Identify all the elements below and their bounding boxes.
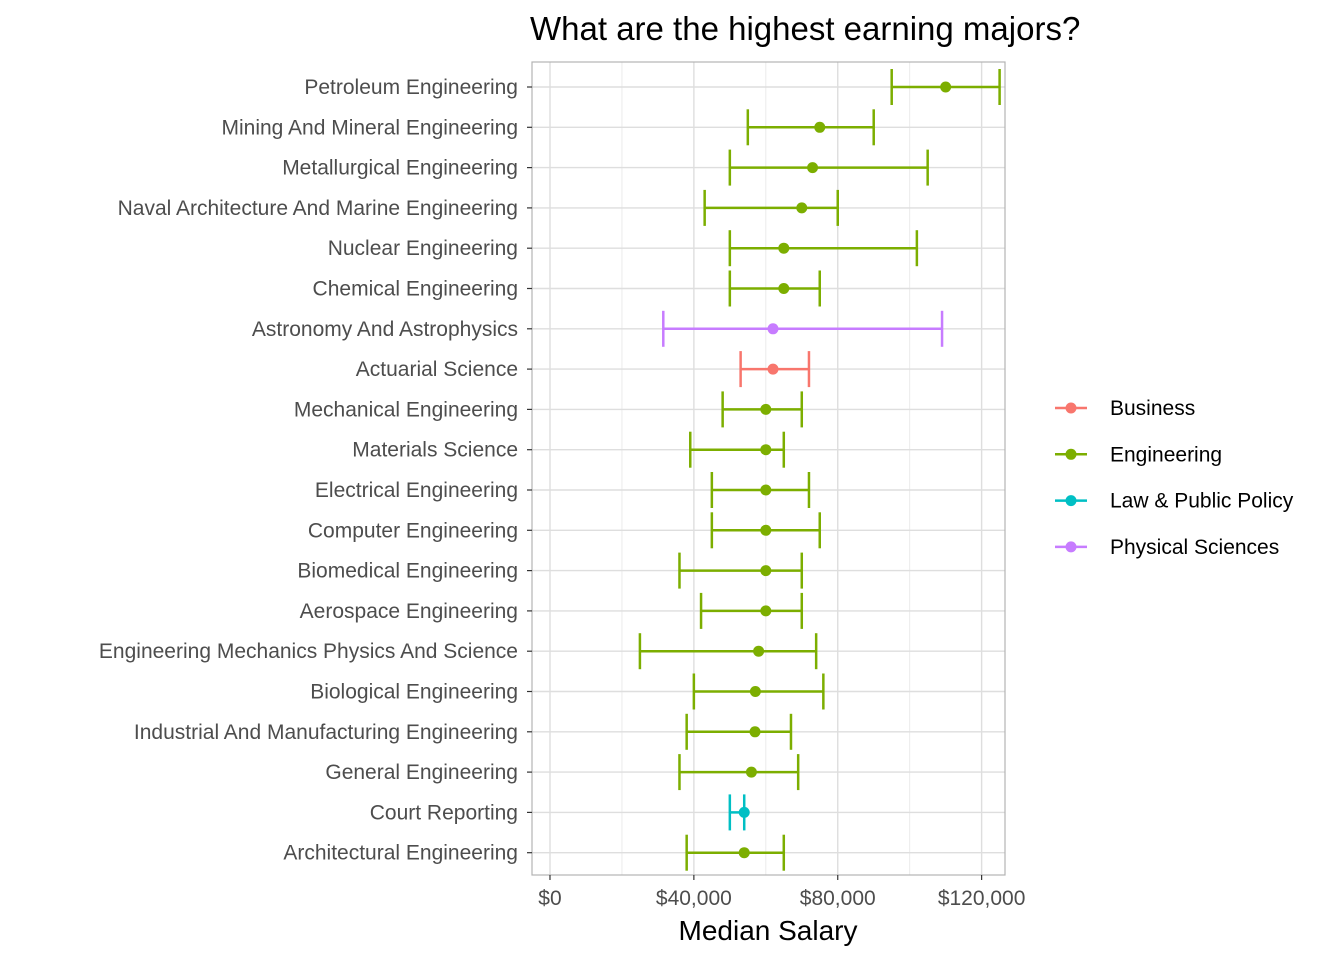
legend-key-point xyxy=(1065,402,1077,414)
median-point xyxy=(749,726,761,738)
median-point xyxy=(767,363,779,375)
errorbar-point xyxy=(678,754,800,791)
errorbar-point xyxy=(703,189,839,226)
y-tick-label: Mining And Mineral Engineering xyxy=(221,116,518,139)
y-tick-label: Mechanical Engineering xyxy=(294,398,518,421)
median-point xyxy=(738,806,750,818)
y-tick-label: Aerospace Engineering xyxy=(300,600,518,623)
x-tick-label: $0 xyxy=(538,887,561,910)
y-tick-label: Computer Engineering xyxy=(308,519,518,542)
errorbar-point xyxy=(710,512,822,549)
median-point xyxy=(749,686,761,697)
median-point xyxy=(940,81,952,93)
legend: Business Engineering Law & Public Policy Ph… xyxy=(1055,397,1294,559)
median-point xyxy=(760,403,772,415)
errorbar-point xyxy=(721,391,804,428)
errorbar-point xyxy=(890,69,1001,105)
y-axis-labels: Petroleum Engineering Mining And Mineral … xyxy=(99,76,532,865)
y-tick-label: Petroleum Engineering xyxy=(304,76,518,99)
median-point xyxy=(760,484,772,496)
y-tick-label: Astronomy And Astrophysics xyxy=(252,318,518,341)
y-tick-label: Metallurgical Engineering xyxy=(282,157,518,180)
y-tick-label: Biomedical Engineering xyxy=(297,560,518,583)
median-point xyxy=(814,121,826,133)
median-point xyxy=(778,242,790,254)
y-tick-label: Naval Architecture And Marine Engineerin… xyxy=(118,197,518,220)
median-point xyxy=(760,444,772,456)
errorbar-point xyxy=(728,270,822,307)
legend-key-point xyxy=(1065,495,1077,507)
median-point xyxy=(760,524,772,536)
legend-item: Law & Public Policy xyxy=(1055,490,1294,513)
legend-label: Engineering xyxy=(1110,443,1222,466)
x-tick-label: $40,000 xyxy=(656,887,732,910)
median-point xyxy=(745,766,757,778)
median-point xyxy=(760,605,772,617)
errorbar-point xyxy=(728,230,919,267)
median-point xyxy=(767,323,779,335)
x-axis-title: Median Salary xyxy=(679,915,858,946)
errorbar-point xyxy=(728,794,750,831)
plot-panel-border xyxy=(531,61,1006,876)
x-tick-label: $80,000 xyxy=(800,887,876,910)
legend-key-point xyxy=(1065,448,1077,460)
y-tick-label: Actuarial Science xyxy=(356,358,518,381)
legend-key-point xyxy=(1065,541,1077,553)
errorbar-point xyxy=(739,351,811,388)
y-tick-label: Materials Science xyxy=(352,439,518,462)
y-tick-label: Court Reporting xyxy=(370,801,518,824)
errorbar-point xyxy=(685,713,793,750)
errorbar-point xyxy=(689,431,786,468)
grid xyxy=(532,62,1005,875)
errorbar-point xyxy=(662,310,944,347)
errorbar-point xyxy=(699,592,804,629)
legend-item: Physical Sciences xyxy=(1055,536,1279,559)
x-axis: $0 $40,000 $80,000 $120,000 xyxy=(538,875,1025,910)
median-point xyxy=(778,283,790,294)
legend-label: Physical Sciences xyxy=(1110,536,1279,559)
errorbar-point xyxy=(692,673,825,710)
errorbar-point xyxy=(638,633,818,670)
legend-label: Law & Public Policy xyxy=(1110,490,1294,513)
legend-label: Business xyxy=(1110,397,1195,420)
y-tick-label: General Engineering xyxy=(325,761,518,784)
errorbar-point xyxy=(710,472,811,508)
legend-item: Business xyxy=(1055,397,1195,420)
y-tick-label: Nuclear Engineering xyxy=(328,237,518,260)
legend-item: Engineering xyxy=(1055,443,1222,466)
y-tick-label: Industrial And Manufacturing Engineering xyxy=(134,721,518,744)
errorbar-point xyxy=(728,149,929,186)
median-point xyxy=(796,202,808,214)
median-point xyxy=(760,565,772,577)
errorbar-point xyxy=(678,552,804,589)
errorbar-point xyxy=(746,109,875,146)
y-tick-label: Electrical Engineering xyxy=(315,479,518,502)
x-tick-label: $120,000 xyxy=(938,887,1026,910)
median-point xyxy=(807,162,819,174)
plot-marks xyxy=(638,69,1001,871)
y-tick-label: Architectural Engineering xyxy=(283,842,518,865)
median-point xyxy=(753,645,765,657)
y-tick-label: Chemical Engineering xyxy=(313,278,518,301)
chart-title: What are the highest earning majors? xyxy=(530,10,1080,47)
y-tick-label: Engineering Mechanics Physics And Scienc… xyxy=(99,640,518,663)
y-tick-label: Biological Engineering xyxy=(310,681,518,704)
errorbar-point xyxy=(685,834,786,871)
median-point xyxy=(738,847,750,859)
